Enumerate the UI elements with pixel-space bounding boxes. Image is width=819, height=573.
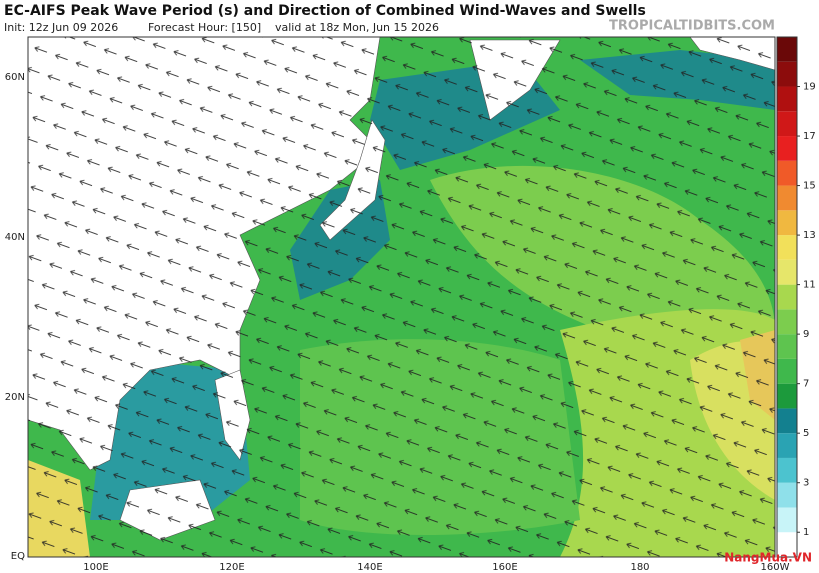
colorbar-cell bbox=[777, 86, 797, 112]
title: EC-AIFS Peak Wave Period (s) and Directi… bbox=[4, 3, 646, 19]
colorbar-cell bbox=[777, 457, 797, 483]
colorbar-label: 9 bbox=[803, 329, 809, 340]
colorbar-label: 17 bbox=[803, 131, 816, 142]
colorbar-label: 7 bbox=[803, 379, 809, 390]
colorbar-cell bbox=[777, 37, 797, 62]
colorbar-cell bbox=[777, 433, 797, 458]
colorbar-cell bbox=[777, 235, 797, 260]
colorbar-label: 19 bbox=[803, 82, 816, 93]
colorbar-cell bbox=[777, 334, 797, 359]
axis-labels: 60N 40N 20N EQ 100E 120E 140E 160E 180 160W bbox=[5, 72, 790, 573]
colorbar-cell bbox=[777, 61, 797, 87]
source: TROPICALTIDBITS.COM bbox=[609, 19, 775, 34]
lon-label: 160E bbox=[492, 562, 517, 573]
colorbar-cell bbox=[777, 383, 797, 409]
colorbar-cell bbox=[777, 284, 797, 310]
lon-label: 120E bbox=[219, 562, 244, 573]
colorbar-label: 3 bbox=[803, 478, 809, 489]
lat-label: 40N bbox=[5, 232, 25, 243]
colorbar-label: 1 bbox=[803, 527, 809, 538]
colorbar-cell bbox=[777, 532, 797, 557]
colorbar-cell bbox=[777, 136, 797, 161]
init-time: Init: 12z Jun 09 2026 bbox=[4, 21, 118, 34]
watermark: NangMua.VN bbox=[724, 551, 812, 565]
colorbar-cell bbox=[777, 358, 797, 384]
colorbar-frame bbox=[776, 36, 798, 558]
colorbar-label: 13 bbox=[803, 230, 816, 241]
valid-time: valid at 18z Mon, Jun 15 2026 bbox=[275, 21, 439, 34]
colorbar-cell bbox=[777, 210, 797, 236]
lat-label: 60N bbox=[5, 72, 25, 83]
colorbar-cell bbox=[777, 482, 797, 508]
colorbar-label: 15 bbox=[803, 181, 816, 192]
lon-label: 180 bbox=[630, 562, 649, 573]
lon-label: 100E bbox=[83, 562, 108, 573]
map bbox=[28, 37, 775, 557]
colorbar-cell bbox=[777, 507, 797, 533]
lat-label: 20N bbox=[5, 392, 25, 403]
colorbar-label: 11 bbox=[803, 280, 816, 291]
lon-label: 160W bbox=[761, 562, 790, 573]
colorbar-cell bbox=[777, 309, 797, 335]
colorbar-cell bbox=[777, 111, 797, 137]
colorbar-cell bbox=[777, 259, 797, 285]
lon-label: 140E bbox=[357, 562, 382, 573]
colorbar-cell bbox=[777, 408, 797, 434]
colorbar-cell bbox=[777, 185, 797, 211]
colorbar-label: 5 bbox=[803, 428, 809, 439]
colorbar-cell bbox=[777, 160, 797, 186]
lat-label: EQ bbox=[11, 551, 25, 562]
forecast-hour: Forecast Hour: [150] bbox=[148, 21, 261, 34]
